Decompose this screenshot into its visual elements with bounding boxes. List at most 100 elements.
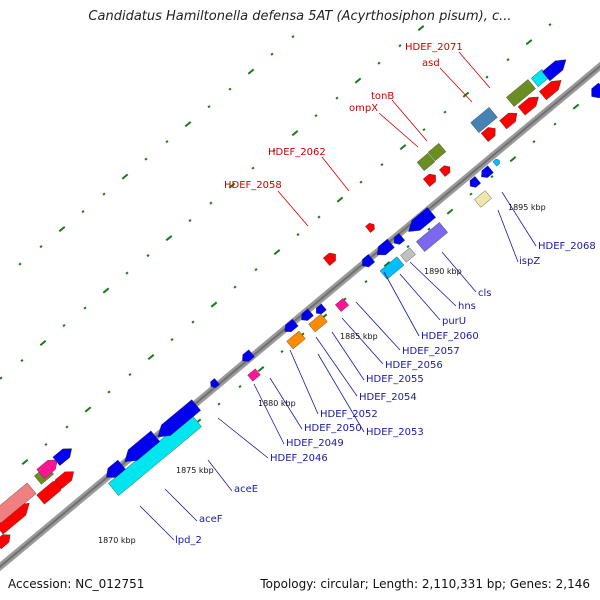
gene-label-asd[interactable]: asd: [422, 58, 440, 69]
gene-label-HDEF_2058[interactable]: HDEF_2058: [224, 180, 282, 191]
gene-label-aceE[interactable]: aceE: [234, 484, 258, 495]
gene-label-lpd_2[interactable]: lpd_2: [175, 535, 202, 546]
gene-label-HDEF_2050[interactable]: HDEF_2050: [304, 423, 362, 434]
gc-dot: [165, 140, 169, 144]
gc-dot: [314, 114, 318, 118]
gene-label-tonB[interactable]: tonB: [371, 91, 394, 102]
gene-arrow: [481, 165, 494, 178]
gc-dot: [354, 77, 362, 84]
leader-line: [315, 336, 358, 397]
gc-dot: [165, 235, 173, 242]
gene-label-HDEF_2060[interactable]: HDEF_2060: [421, 331, 479, 342]
leader-line: [458, 51, 491, 89]
scale-tick-label: 1895 kbp: [508, 203, 546, 212]
gc-dot: [532, 140, 536, 144]
gc-dot: [469, 192, 473, 196]
gene-label-ompX[interactable]: ompX: [349, 103, 378, 114]
gc-dot: [506, 58, 510, 62]
gc-dot-tracks: [0, 23, 599, 478]
gc-dot: [62, 324, 66, 328]
gc-dot: [525, 39, 533, 46]
gene-arrow: [322, 252, 336, 266]
gc-dot: [207, 105, 211, 109]
gene-features[interactable]: [0, 59, 600, 550]
gc-dot: [21, 458, 29, 466]
gc-dot: [210, 301, 218, 308]
gene-label-HDEF_2071[interactable]: HDEF_2071: [405, 42, 463, 53]
gc-dot: [380, 163, 384, 167]
gene-label-cls[interactable]: cls: [478, 288, 492, 299]
gene-label-HDEF_2062[interactable]: HDEF_2062: [268, 147, 326, 158]
gene-feature: [247, 368, 261, 382]
gene-label-aceF[interactable]: aceF: [199, 514, 223, 525]
gene-label-HDEF_2056[interactable]: HDEF_2056: [385, 360, 443, 371]
accession-text: Accession: NC_012751: [8, 577, 145, 591]
leader-line: [355, 301, 401, 351]
gc-dot: [398, 44, 402, 48]
gc-dot: [270, 52, 274, 56]
gene-label-HDEF_2052[interactable]: HDEF_2052: [320, 409, 378, 420]
leader-line: [439, 67, 473, 103]
gene-label-purU[interactable]: purU: [442, 316, 466, 327]
gene-arrow: [499, 112, 518, 130]
gc-dot: [254, 268, 258, 272]
gene-label-hns[interactable]: hns: [458, 301, 476, 312]
gene-arrow: [480, 127, 496, 142]
label-leader-lines: [139, 51, 537, 541]
leader-line: [164, 488, 198, 522]
gene-label-HDEF_2054[interactable]: HDEF_2054: [359, 392, 417, 403]
gc-dot: [336, 196, 344, 203]
gc-dot: [18, 262, 22, 266]
gene-arrow: [408, 207, 436, 232]
leader-line: [217, 417, 269, 459]
gene-arrow: [52, 448, 72, 466]
gc-dot: [343, 297, 347, 301]
gc-dot: [147, 354, 155, 361]
gene-label-HDEF_2068[interactable]: HDEF_2068: [538, 241, 596, 252]
gc-dot: [209, 201, 213, 205]
leader-line: [383, 271, 420, 337]
gene-arrow: [362, 254, 376, 268]
gc-dot: [383, 261, 391, 268]
gc-dot: [251, 166, 255, 170]
leader-line: [378, 112, 419, 148]
gc-dot: [84, 406, 92, 413]
gene-arrow: [36, 459, 58, 479]
gene-label-HDEF_2057[interactable]: HDEF_2057: [402, 346, 460, 357]
gc-dot: [572, 103, 580, 110]
leader-line: [139, 505, 175, 541]
gc-dot: [280, 350, 284, 354]
gc-dot: [553, 122, 557, 126]
gene-arrow: [376, 238, 395, 256]
gene-label-HDEF_2053[interactable]: HDEF_2053: [366, 427, 424, 438]
gc-dot: [417, 25, 425, 32]
gc-dot: [65, 425, 69, 429]
gc-dot: [238, 384, 242, 389]
gene-feature: [286, 330, 306, 350]
gene-feature: [0, 482, 37, 524]
scale-tick-label: 1870 kbp: [98, 536, 136, 545]
gene-label-HDEF_2046[interactable]: HDEF_2046: [270, 453, 328, 464]
scale-tick-label: 1890 kbp: [424, 267, 462, 276]
gene-arrow: [591, 82, 600, 99]
gc-dot: [125, 271, 129, 275]
gene-label-ispZ[interactable]: ispZ: [519, 256, 540, 267]
map-title: Candidatus Hamiltonella defensa 5AT (Acy…: [88, 9, 512, 24]
gc-dot: [102, 287, 110, 294]
gc-dot: [107, 390, 111, 394]
gene-label-HDEF_2055[interactable]: HDEF_2055: [366, 374, 424, 385]
gene-arrow: [492, 158, 500, 167]
gc-dot: [273, 249, 281, 256]
leader-line: [253, 383, 285, 445]
gc-dot: [399, 144, 407, 151]
gene-feature: [416, 153, 436, 171]
gene-arrow: [469, 176, 482, 188]
gc-dot: [509, 156, 517, 163]
gc-dot: [364, 280, 368, 284]
leader-line: [289, 349, 319, 415]
gc-dot: [121, 173, 129, 180]
gc-dot: [228, 182, 236, 189]
leader-line: [501, 191, 537, 247]
gene-label-HDEF_2049[interactable]: HDEF_2049: [286, 438, 344, 449]
gene-feature: [334, 298, 350, 312]
